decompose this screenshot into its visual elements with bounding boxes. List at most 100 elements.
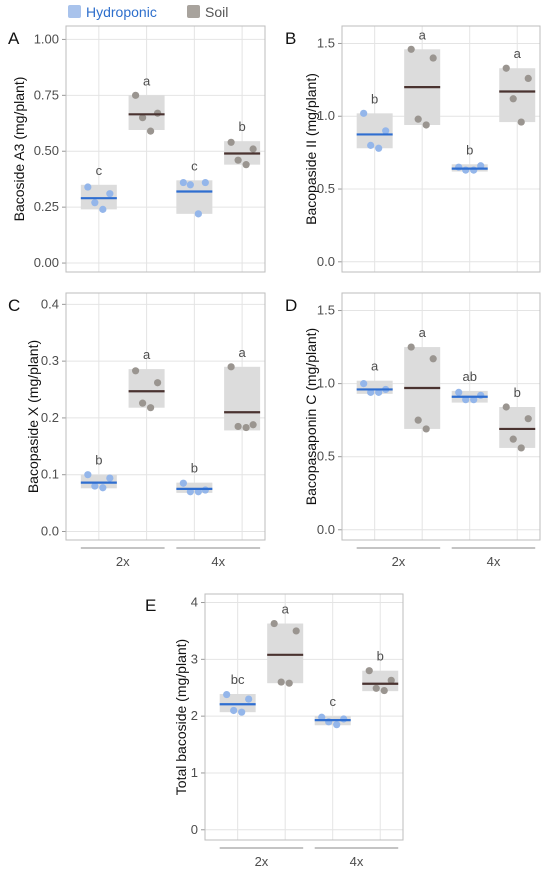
y-tick-label: 0	[191, 822, 198, 837]
data-point	[84, 471, 92, 479]
y-axis-label: Bacoside A3 (mg/plant)	[11, 77, 27, 222]
data-point	[138, 399, 147, 407]
data-point	[201, 178, 209, 187]
data-point	[414, 115, 422, 123]
data-point	[407, 45, 415, 53]
significance-letter: b	[191, 461, 198, 476]
data-point	[509, 95, 517, 103]
data-point	[249, 421, 257, 429]
data-point	[380, 686, 388, 695]
data-point	[91, 199, 99, 207]
significance-letter: bc	[231, 672, 245, 687]
range-box	[499, 407, 536, 448]
y-tick-label: 0.0	[317, 254, 335, 269]
significance-letter: a	[238, 345, 246, 360]
y-tick-label: 0.5	[317, 449, 335, 464]
plot-frame	[65, 292, 266, 541]
significance-letter: a	[514, 46, 522, 61]
significance-letter: a	[143, 347, 151, 362]
data-point	[242, 423, 250, 432]
data-point	[502, 403, 510, 411]
range-box	[362, 670, 399, 692]
data-point	[146, 404, 155, 412]
y-tick-label: 0.75	[34, 87, 59, 102]
y-axis-label: Total bacoside (mg/plant)	[173, 639, 189, 795]
data-point	[382, 127, 390, 135]
y-tick-label: 1.5	[317, 35, 335, 50]
panel-c: 0.0 0.1 0.2 0.3 0.4 b a b a C Bacopaside X (mg/pla…	[8, 292, 266, 569]
data-point	[462, 396, 470, 404]
data-point	[517, 118, 525, 126]
y-tick-label: 1.0	[317, 376, 335, 391]
data-point	[455, 388, 463, 396]
y-tick-label: 0.2	[41, 410, 59, 425]
data-point	[524, 415, 532, 423]
data-point	[509, 435, 517, 443]
data-point	[194, 210, 202, 218]
significance-letter: b	[466, 142, 473, 157]
panel-label: A	[8, 29, 20, 48]
y-tick-label: 1.0	[317, 108, 335, 123]
plot-frame	[65, 25, 266, 273]
data-point	[153, 379, 162, 387]
significance-letter: c	[191, 158, 198, 173]
data-point	[186, 181, 194, 189]
legend-swatch-hydroponic	[68, 5, 81, 18]
data-point	[84, 183, 92, 191]
data-point	[153, 109, 162, 117]
data-point	[270, 619, 278, 628]
data-point	[367, 141, 375, 149]
significance-letter: b	[514, 385, 521, 400]
data-point	[179, 479, 187, 487]
panel-a: 0.00 0.25 0.50 0.75 1.00 c a c b A Bacoside A3 (mg…	[8, 25, 266, 273]
y-tick-label: 4	[191, 595, 198, 610]
data-point	[131, 367, 140, 375]
data-point	[179, 178, 187, 187]
significance-letter: a	[143, 73, 151, 88]
y-tick-label: 0.50	[34, 143, 59, 158]
panel-e: 0 1 2 3 4 bc a c b E Total bacoside (mg/plant) 2x 4x	[145, 593, 404, 869]
legend-label-soil: Soil	[205, 4, 228, 20]
group-axis-label: 4x	[211, 554, 225, 569]
data-point	[227, 363, 235, 371]
significance-letter: c	[96, 163, 103, 178]
significance-letter: a	[419, 325, 427, 340]
data-point	[230, 706, 238, 715]
y-tick-label: 1	[191, 765, 198, 780]
plot-frame	[204, 593, 404, 841]
data-point	[285, 679, 293, 687]
significance-letter: ab	[462, 369, 476, 384]
significance-letter: a	[419, 27, 427, 42]
significance-letter: c	[329, 694, 336, 709]
significance-letter: b	[371, 91, 378, 106]
data-point	[292, 627, 300, 635]
panel-d: 0.0 0.5 1.0 1.5 a a ab b D Bacopasaponin C (mg/pl…	[285, 292, 541, 569]
y-tick-label: 0.1	[41, 467, 59, 482]
data-point	[340, 715, 348, 723]
panel-label: B	[285, 29, 296, 48]
legend-label-hydroponic: Hydroponic	[86, 4, 157, 20]
data-point	[477, 162, 485, 170]
group-axis-label: 2x	[116, 554, 130, 569]
y-tick-label: 0.5	[317, 181, 335, 196]
range-box	[176, 482, 213, 493]
y-tick-label: 2	[191, 708, 198, 723]
panel-label: C	[8, 296, 20, 315]
data-point	[106, 190, 114, 198]
data-point	[106, 474, 114, 482]
data-point	[234, 156, 242, 164]
data-point	[245, 695, 253, 703]
data-point	[407, 343, 415, 351]
group-axis-label: 4x	[487, 554, 501, 569]
significance-letter: b	[95, 453, 102, 468]
significance-letter: a	[371, 359, 379, 374]
data-point	[360, 109, 368, 117]
data-point	[227, 138, 235, 146]
data-point	[201, 486, 209, 494]
data-point	[91, 482, 99, 490]
data-point	[360, 380, 368, 388]
data-point	[146, 127, 155, 135]
data-point	[517, 444, 525, 452]
